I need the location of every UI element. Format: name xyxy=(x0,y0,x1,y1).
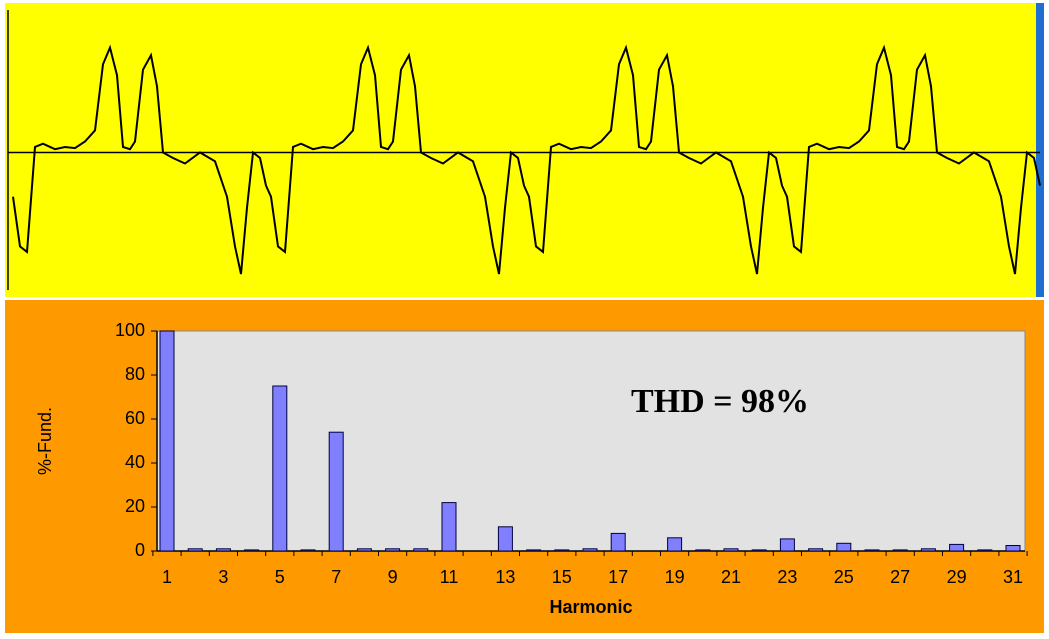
bar xyxy=(187,548,203,552)
bar xyxy=(836,542,852,552)
wave-panel xyxy=(5,3,1036,297)
y-tick-label: 60 xyxy=(125,408,145,428)
x-tick-label: 27 xyxy=(890,567,910,587)
bar xyxy=(808,548,824,552)
bar xyxy=(554,549,570,552)
x-tick-label: 3 xyxy=(218,567,228,587)
x-tick-label: 25 xyxy=(834,567,854,587)
annotation: THD = 98% xyxy=(631,383,809,420)
bar xyxy=(779,538,795,552)
waveform xyxy=(12,44,1041,275)
bar xyxy=(610,532,626,552)
bar xyxy=(751,549,767,552)
bar xyxy=(667,537,683,552)
x-tick-label: 7 xyxy=(331,567,341,587)
y-tick-label: 100 xyxy=(115,320,145,340)
bar xyxy=(526,549,542,552)
panel-border xyxy=(1036,3,1044,297)
y-axis-label: %-Fund. xyxy=(35,407,55,475)
x-tick-label: 9 xyxy=(388,567,398,587)
bar xyxy=(413,548,429,552)
x-tick-label: 23 xyxy=(777,567,797,587)
plot-area xyxy=(156,330,1026,552)
bar xyxy=(441,502,457,552)
bar xyxy=(949,543,965,552)
bar xyxy=(864,549,880,552)
x-tick-label: 21 xyxy=(721,567,741,587)
bar xyxy=(920,548,936,552)
bar xyxy=(159,330,175,552)
x-tick-label: 11 xyxy=(440,567,459,587)
bar xyxy=(385,548,401,552)
x-tick-label: 29 xyxy=(947,567,967,587)
bar xyxy=(356,548,372,552)
y-tick-label: 0 xyxy=(135,540,145,560)
bar xyxy=(582,548,598,552)
x-tick-label: 15 xyxy=(552,567,572,587)
x-tick-label: 1 xyxy=(162,567,172,587)
bar xyxy=(497,526,513,552)
x-tick-label: 19 xyxy=(665,567,685,587)
x-tick-label: 17 xyxy=(608,567,628,587)
y-tick-label: 20 xyxy=(125,496,145,516)
bar xyxy=(272,385,288,552)
bar xyxy=(328,431,344,552)
bar xyxy=(892,549,908,552)
x-tick-label: 31 xyxy=(1003,567,1023,587)
x-tick-label: 13 xyxy=(495,567,515,587)
bar xyxy=(300,549,316,552)
bar xyxy=(1005,545,1021,552)
y-tick-label: 40 xyxy=(125,452,145,472)
x-axis-label: Harmonic xyxy=(549,597,632,617)
x-tick-label: 5 xyxy=(275,567,285,587)
y-tick-label: 80 xyxy=(125,364,145,384)
bar xyxy=(695,549,711,552)
bar xyxy=(215,548,231,552)
bar xyxy=(977,549,993,552)
bar xyxy=(244,549,260,552)
bar xyxy=(723,548,739,552)
